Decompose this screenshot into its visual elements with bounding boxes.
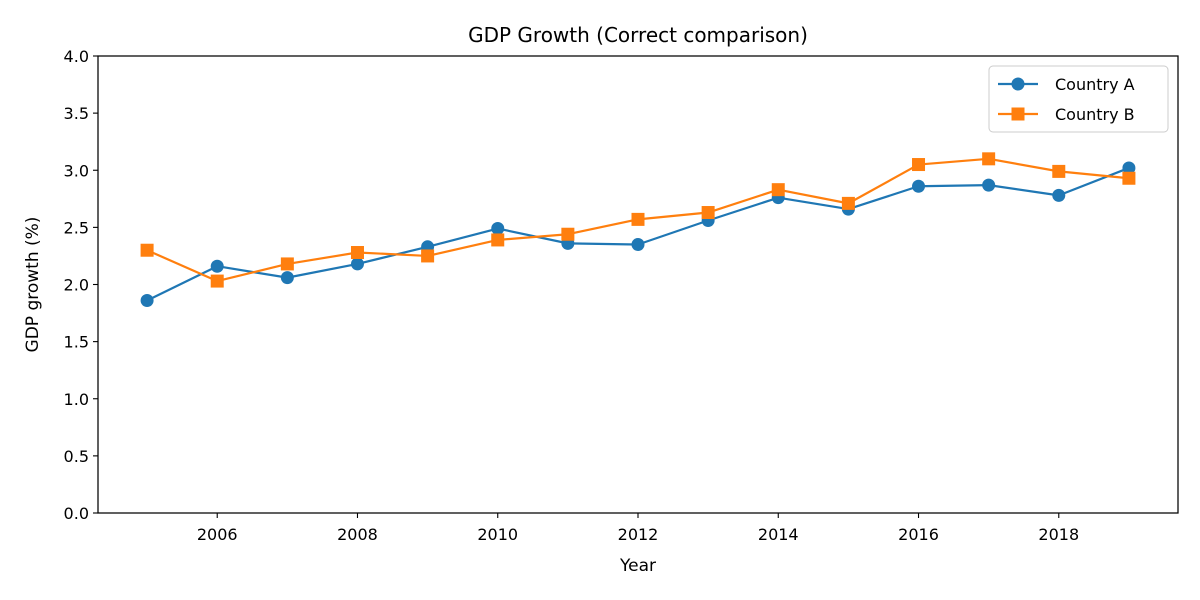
- y-tick-label: 1.5: [64, 333, 89, 352]
- data-point-country-b: [771, 183, 785, 197]
- data-point-country-a: [491, 222, 505, 236]
- data-point-country-a: [982, 178, 996, 192]
- legend-box: [988, 65, 1169, 133]
- y-tick-label: 0.0: [64, 504, 89, 523]
- y-tick-label: 3.5: [64, 104, 89, 123]
- data-point-country-a: [280, 271, 294, 285]
- data-point-country-a: [210, 259, 224, 273]
- y-tick-label: 4.0: [64, 47, 89, 66]
- y-tick-label: 1.0: [64, 390, 89, 409]
- data-point-country-b: [1052, 164, 1066, 178]
- x-axis-label: Year: [619, 556, 656, 576]
- x-tick-label: 2018: [1038, 525, 1079, 544]
- legend-marker-country-a: [1011, 77, 1025, 91]
- data-point-country-b: [912, 158, 926, 172]
- y-tick-label: 2.0: [64, 276, 89, 295]
- data-point-country-a: [350, 257, 364, 271]
- legend: Country A Country B: [988, 65, 1169, 133]
- data-point-country-a: [140, 293, 154, 307]
- y-axis-ticks: 0.0 0.5 1.0 1.5 2.0 2.5 3.0 3.5 4.0: [64, 47, 98, 523]
- y-axis-label: GDP growth (%): [23, 217, 43, 353]
- y-tick-label: 3.0: [64, 161, 89, 180]
- plot-area-frame: [97, 55, 1179, 514]
- series-line-country-a: [146, 166, 1130, 302]
- x-tick-label: 2010: [477, 525, 518, 544]
- y-tick-label: 2.5: [64, 218, 89, 237]
- data-point-country-b: [841, 196, 855, 210]
- x-tick-label: 2016: [898, 525, 939, 544]
- x-tick-label: 2014: [758, 525, 799, 544]
- data-point-country-a: [912, 179, 926, 193]
- data-point-country-a: [1052, 188, 1066, 202]
- data-point-country-b: [631, 212, 645, 226]
- data-point-country-b: [1122, 171, 1136, 185]
- legend-marker-country-b: [1011, 107, 1025, 121]
- data-point-country-b: [701, 206, 715, 220]
- x-tick-label: 2006: [197, 525, 238, 544]
- x-tick-label: 2012: [618, 525, 659, 544]
- data-point-country-b: [982, 152, 996, 166]
- x-tick-label: 2008: [337, 525, 378, 544]
- data-point-country-b: [491, 233, 505, 247]
- data-point-country-a: [1122, 161, 1136, 175]
- y-tick-label: 0.5: [64, 447, 89, 466]
- data-point-country-b: [210, 274, 224, 288]
- data-point-country-b: [140, 243, 154, 257]
- series-layer: [140, 152, 1136, 307]
- data-point-country-b: [421, 249, 435, 263]
- x-axis-ticks: 2006 2008 2010 2012 2014 2016 2018: [197, 513, 1079, 544]
- chart-title: GDP Growth (Correct comparison): [468, 23, 808, 47]
- data-point-country-a: [631, 238, 645, 252]
- legend-label-country-a: Country A: [1055, 75, 1135, 94]
- legend-label-country-b: Country B: [1055, 105, 1135, 124]
- data-point-country-b: [350, 246, 364, 260]
- data-point-country-b: [561, 227, 575, 241]
- data-point-country-b: [280, 257, 294, 271]
